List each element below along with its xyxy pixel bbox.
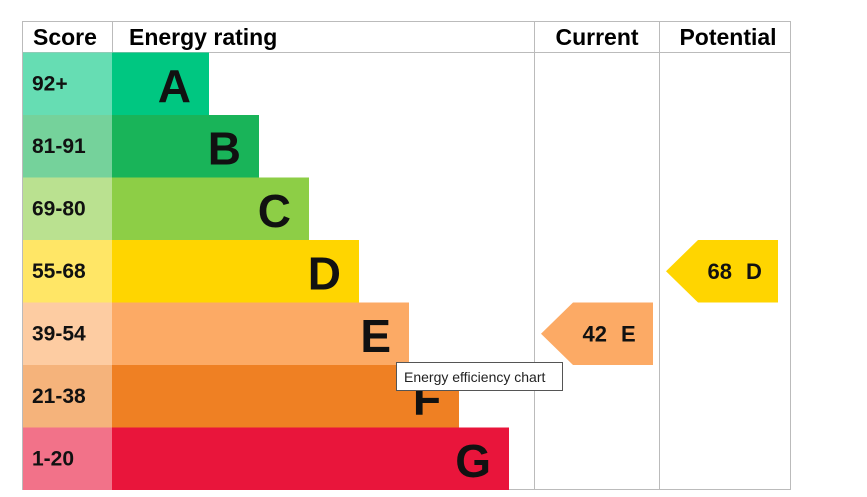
score-cell: [23, 427, 112, 490]
score-cell: [23, 365, 112, 428]
score-tint: [23, 177, 112, 240]
potential-value: 68: [708, 259, 732, 284]
header: Current: [555, 24, 638, 50]
rating-letter: E: [360, 310, 391, 362]
score-cell: [23, 115, 112, 178]
rating-bar: [112, 240, 359, 303]
potential-arrow: [666, 240, 778, 303]
rating-bar: [112, 115, 259, 178]
current-value: 42: [583, 321, 607, 346]
score-label: 92+: [32, 72, 68, 95]
score-label: 1-20: [32, 447, 74, 470]
score-cell: [23, 177, 112, 240]
tooltip-box: [396, 362, 563, 391]
current-arrow: [541, 302, 653, 365]
score-cell: [23, 302, 112, 365]
score-cell: [23, 52, 112, 115]
rating-letter: C: [258, 185, 291, 237]
current-letter: E: [621, 321, 636, 346]
header: Potential: [679, 24, 776, 50]
score-tint: [23, 365, 112, 428]
score-label: 55-68: [32, 260, 86, 283]
rating-bar: [112, 52, 209, 115]
rating-bar: [112, 177, 309, 240]
tooltip-text: Energy efficiency chart: [404, 369, 545, 385]
score-tint: [23, 302, 112, 365]
score-tint: [23, 427, 112, 490]
score-label: 81-91: [32, 135, 86, 158]
header: Score: [33, 24, 97, 50]
score-label: 39-54: [32, 322, 86, 345]
rating-letter: G: [455, 435, 491, 487]
score-tint: [23, 240, 112, 303]
score-tint: [23, 115, 112, 178]
rating-bar: [112, 302, 409, 365]
rating-bar: [112, 427, 509, 490]
score-label: 69-80: [32, 197, 86, 220]
score-label: 21-38: [32, 385, 86, 408]
header: Energy rating: [129, 24, 277, 50]
rating-letter: A: [158, 60, 191, 112]
rating-letter: B: [208, 122, 241, 174]
rating-letter: D: [308, 247, 341, 299]
score-cell: [23, 240, 112, 303]
potential-letter: D: [746, 259, 762, 284]
score-tint: [23, 52, 112, 115]
